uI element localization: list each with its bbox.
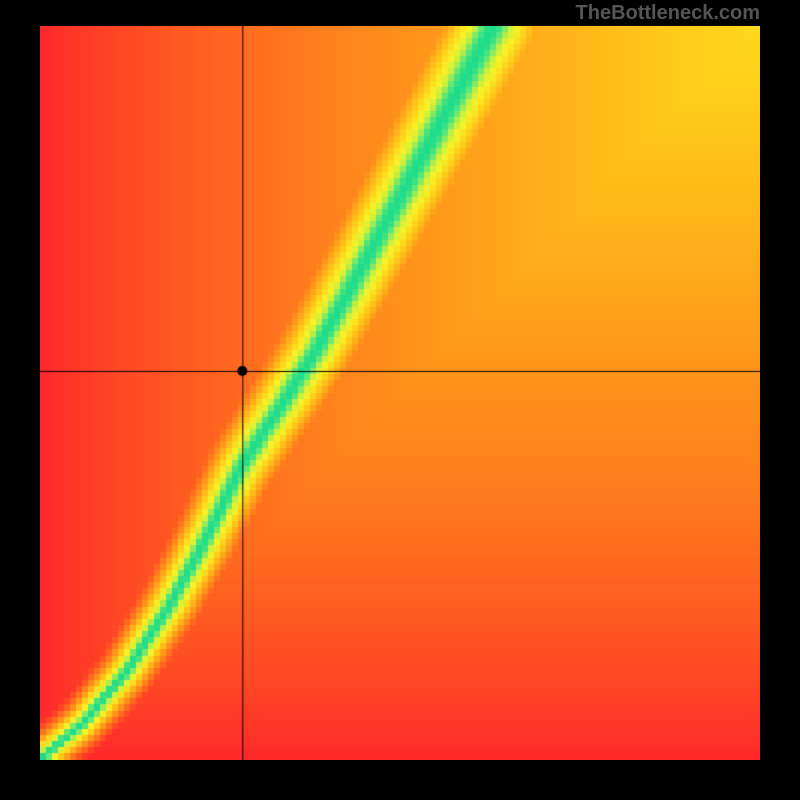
chart-container: TheBottleneck.com [0,0,800,800]
watermark-text: TheBottleneck.com [576,2,760,25]
heatmap-plot [40,26,760,760]
